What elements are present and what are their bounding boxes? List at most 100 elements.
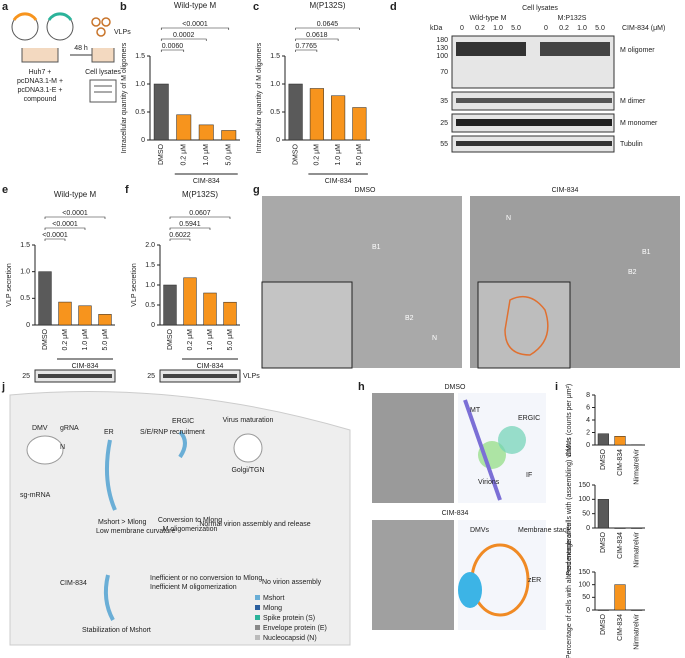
label: Mshort > Mlong — [98, 519, 147, 526]
micrograph-inset — [261, 281, 353, 369]
marker: 25 — [22, 373, 30, 380]
y-tick-label: 0 — [586, 607, 590, 614]
significance-bracket — [295, 49, 318, 52]
er — [103, 574, 115, 621]
band — [456, 119, 612, 126]
x-tick-label: 0.2 μM — [187, 329, 194, 351]
x-tick-label: 5.0 μM — [226, 144, 233, 166]
marker: 130 — [436, 45, 448, 52]
chart-title: M(P132S) — [182, 190, 218, 199]
label: Normal virion assembly and release — [199, 521, 310, 528]
p-value: 0.0618 — [306, 32, 328, 39]
y-tick-label: 1.0 — [135, 81, 145, 88]
label: Wild-type M — [470, 15, 507, 22]
y-tick-label: 1.5 — [135, 53, 145, 60]
y-tick-label: 0 — [586, 525, 590, 532]
er — [105, 439, 117, 511]
panel-letter: e — [2, 184, 8, 196]
label: VLPs — [114, 29, 131, 36]
well — [91, 48, 115, 63]
y-axis-label: VLP secretion — [6, 263, 13, 307]
legend-label: Spike protein (S) — [263, 615, 315, 622]
legend-label: Nucleocapsid (N) — [263, 635, 317, 642]
panel-letter: h — [358, 381, 365, 393]
label: B2 — [405, 315, 414, 322]
p-value: 0.0645 — [317, 21, 339, 28]
bar — [331, 95, 346, 141]
legend-swatch — [255, 605, 260, 610]
y-tick-label: 8 — [586, 392, 590, 399]
y-axis-label: VLP secretion — [131, 263, 138, 307]
y-tick-label: 50 — [582, 511, 590, 518]
y-tick-label: 0.5 — [145, 302, 155, 309]
y-tick-label: 0 — [151, 322, 155, 329]
title: Cell lysates — [522, 5, 558, 12]
group-label: CIM-834 — [325, 178, 352, 185]
label: zER — [528, 577, 541, 584]
label: M oligomerization — [163, 526, 218, 533]
label: Golgi/TGN — [231, 467, 264, 474]
significance-bracket — [44, 227, 86, 230]
panel-j: DMV gRNA N ER ERGIC S/E/RNP recruitment … — [9, 391, 351, 646]
label: pcDNA3.1-E + — [18, 87, 63, 94]
bar — [78, 305, 92, 326]
x-tick-label: DMSO — [600, 613, 607, 635]
y-tick-label: 150 — [578, 569, 590, 576]
x-tick-label: DMSO — [42, 328, 49, 350]
significance-bracket — [44, 238, 66, 241]
vlp — [96, 27, 106, 37]
y-tick-label: 0 — [276, 137, 280, 144]
x-tick-label: 1.0 μM — [207, 329, 214, 351]
panel-h: DMSO MT ERGIC Virions IF CIM-834 DMVs Me… — [372, 384, 570, 630]
x-tick-label: 5.0 μM — [356, 144, 363, 166]
bar — [176, 114, 192, 141]
dmv — [26, 435, 64, 465]
band — [38, 374, 112, 378]
p-value: 0.0607 — [189, 210, 211, 217]
y-tick-label: 1.5 — [145, 262, 155, 269]
panel-d: Cell lysates Wild-type M M:P132S kDa CIM… — [430, 5, 665, 153]
legend-swatch — [255, 595, 260, 600]
well — [21, 48, 59, 63]
bar — [597, 499, 609, 529]
band — [540, 42, 610, 56]
label: CIM-834 (μM) — [622, 25, 665, 32]
band — [456, 98, 612, 103]
tomogram — [372, 520, 454, 630]
legend-swatch — [255, 615, 260, 620]
y-tick-label: 100 — [578, 582, 590, 589]
label: Low membrane curvature — [96, 528, 175, 535]
x-tick-label: 0.2 μM — [62, 329, 69, 351]
cell — [9, 391, 351, 646]
lane-label: 0.2 — [559, 25, 569, 32]
p-value: 0.7765 — [296, 43, 318, 50]
y-tick-label: 0.5 — [270, 109, 280, 116]
group-label: CIM-834 — [193, 178, 220, 185]
label: CIM-834 — [552, 187, 579, 194]
y-tick-label: 50 — [582, 594, 590, 601]
panel-letter: i — [555, 381, 558, 393]
significance-bracket — [160, 27, 230, 30]
label: DMSO — [355, 187, 377, 194]
y-tick-label: 150 — [578, 482, 590, 489]
significance-bracket — [160, 49, 185, 52]
label: Inefficient M oligomerization — [150, 584, 237, 591]
label: N — [432, 335, 437, 342]
label: Huh7 + — [29, 69, 52, 76]
vlp — [91, 17, 101, 27]
y-tick-label: 0 — [26, 322, 30, 329]
y-tick-label: 0.5 — [20, 295, 30, 302]
x-tick-label: Nirmatrelvir — [634, 448, 641, 484]
vlp — [101, 17, 111, 27]
chart-title: M(P132S) — [309, 1, 345, 10]
y-tick-label: 1.0 — [20, 269, 30, 276]
p-value: <0.0001 — [62, 210, 88, 217]
bar — [352, 107, 367, 141]
bar — [631, 609, 643, 611]
x-tick-label: DMSO — [600, 531, 607, 553]
label: DMV — [32, 425, 48, 432]
bar — [98, 314, 112, 326]
label: N — [506, 215, 511, 222]
y-tick-label: 0 — [586, 442, 590, 449]
